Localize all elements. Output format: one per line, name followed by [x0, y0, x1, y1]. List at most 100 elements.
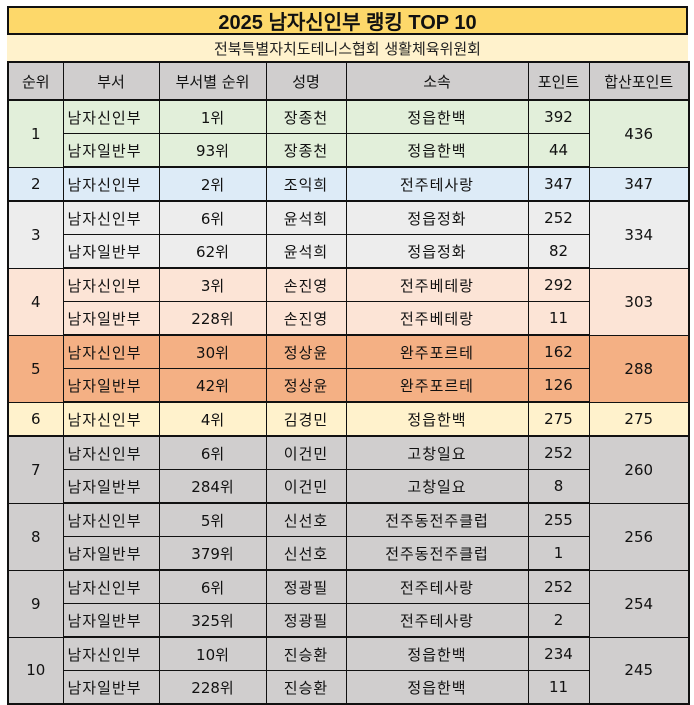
dept-rank-cell: 284위 — [158, 469, 267, 504]
affiliation-cell: 완주포르테 — [345, 368, 529, 403]
affiliation-cell: 완주포르테 — [345, 334, 529, 369]
rank-cell: 6 — [7, 401, 64, 437]
points-cell: 234 — [527, 636, 590, 671]
rank-cell: 9 — [7, 569, 64, 638]
points-cell: 11 — [527, 670, 590, 705]
affiliation-cell: 전주베테랑 — [345, 267, 529, 302]
affiliation-cell: 고창일요 — [345, 435, 529, 470]
table-row: 남자일반부 228위 진승환 정읍한백 11 — [8, 670, 689, 705]
affiliation-cell: 정읍한백 — [345, 401, 529, 437]
points-cell: 252 — [527, 569, 590, 604]
dept-rank-cell: 6위 — [158, 200, 267, 235]
dept-cell: 남자신인부 — [62, 569, 160, 604]
name-cell: 윤석희 — [265, 234, 347, 269]
total-points-cell: 245 — [588, 636, 690, 705]
affiliation-cell: 정읍한백 — [345, 133, 529, 168]
header-points: 포인트 — [527, 61, 590, 101]
affiliation-cell: 고창일요 — [345, 469, 529, 504]
points-cell: 252 — [527, 435, 590, 470]
affiliation-cell: 전주동전주클럽 — [345, 536, 529, 571]
name-cell: 정광필 — [265, 603, 347, 638]
name-cell: 진승환 — [265, 636, 347, 671]
dept-rank-cell: 228위 — [158, 301, 267, 336]
total-points-cell: 288 — [588, 334, 690, 403]
points-cell: 1 — [527, 536, 590, 571]
name-cell: 손진영 — [265, 301, 347, 336]
dept-cell: 남자신인부 — [62, 200, 160, 235]
dept-rank-cell: 3위 — [158, 267, 267, 302]
points-cell: 2 — [527, 603, 590, 638]
dept-rank-cell: 30위 — [158, 334, 267, 369]
rank-cell: 5 — [7, 334, 64, 403]
affiliation-cell: 전주테사랑 — [345, 166, 529, 202]
name-cell: 장종천 — [265, 99, 347, 134]
header-dept: 부서 — [62, 61, 160, 101]
rank-cell: 3 — [7, 200, 64, 269]
table-row: 1 남자신인부 1위 장종천 정읍한백 392 436 — [7, 99, 690, 168]
table-row: 남자일반부 325위 정광필 전주테사랑 2 — [8, 603, 689, 638]
name-cell: 신선호 — [265, 536, 347, 571]
dept-rank-cell: 5위 — [158, 502, 267, 537]
name-cell: 정광필 — [265, 569, 347, 604]
dept-rank-cell: 2위 — [158, 166, 267, 202]
dept-cell: 남자신인부 — [62, 267, 160, 302]
rank-cell: 10 — [7, 636, 64, 705]
dept-rank-cell: 228위 — [158, 670, 267, 705]
table-row: 남자일반부 284위 이건민 고창일요 8 — [8, 469, 689, 504]
rank-cell: 7 — [7, 435, 64, 504]
dept-cell: 남자일반부 — [62, 536, 160, 571]
dept-rank-cell: 379위 — [158, 536, 267, 571]
total-points-cell: 256 — [588, 502, 690, 571]
sheet-subtitle: 전북특별자치도테니스협회 생활체육위원회 — [7, 35, 688, 61]
affiliation-cell: 전주베테랑 — [345, 301, 529, 336]
table-row: 6 남자신인부 4위 김경민 정읍한백 275 275 — [7, 401, 690, 437]
points-cell: 292 — [527, 267, 590, 302]
points-cell: 275 — [527, 401, 590, 437]
total-points-cell: 275 — [588, 401, 690, 437]
name-cell: 윤석희 — [265, 200, 347, 235]
points-cell: 252 — [527, 200, 590, 235]
points-cell: 347 — [527, 166, 590, 202]
total-points-cell: 347 — [588, 166, 690, 202]
affiliation-cell: 정읍한백 — [345, 99, 529, 134]
table-row: 10 남자신인부 10위 진승환 정읍한백 234 245 — [7, 636, 690, 705]
name-cell: 손진영 — [265, 267, 347, 302]
dept-rank-cell: 6위 — [158, 435, 267, 470]
dept-cell: 남자신인부 — [62, 166, 160, 202]
table-row: 남자일반부 228위 손진영 전주베테랑 11 — [8, 301, 689, 336]
ranking-table: 순위 부서 부서별 순위 성명 소속 포인트 합산포인트 1 남자신인부 1위 장종천… — [7, 61, 690, 705]
name-cell: 이건민 — [265, 469, 347, 504]
dept-rank-cell: 62위 — [158, 234, 267, 269]
points-cell: 255 — [527, 502, 590, 537]
table-row: 3 남자신인부 6위 윤석희 정읍정화 252 334 — [7, 200, 690, 269]
name-cell: 조익희 — [265, 166, 347, 202]
points-cell: 82 — [527, 234, 590, 269]
header-rank: 순위 — [7, 61, 64, 101]
dept-cell: 남자신인부 — [62, 435, 160, 470]
points-cell: 162 — [527, 334, 590, 369]
affiliation-cell: 전주테사랑 — [345, 569, 529, 604]
dept-cell: 남자일반부 — [62, 133, 160, 168]
name-cell: 이건민 — [265, 435, 347, 470]
dept-cell: 남자일반부 — [62, 469, 160, 504]
dept-cell: 남자일반부 — [62, 234, 160, 269]
points-cell: 126 — [527, 368, 590, 403]
dept-cell: 남자신인부 — [62, 99, 160, 134]
header-dept-rank: 부서별 순위 — [158, 61, 267, 101]
name-cell: 정상윤 — [265, 334, 347, 369]
points-cell: 8 — [527, 469, 590, 504]
affiliation-cell: 전주동전주클럽 — [345, 502, 529, 537]
table-row: 5 남자신인부 30위 정상윤 완주포르테 162 288 — [7, 334, 690, 403]
affiliation-cell: 정읍정화 — [345, 200, 529, 235]
ranking-sheet: 2025 남자신인부 랭킹 TOP 10 전북특별자치도테니스협회 생활체육위원… — [7, 6, 690, 705]
dept-rank-cell: 6위 — [158, 569, 267, 604]
total-points-cell: 303 — [588, 267, 690, 336]
dept-cell: 남자일반부 — [62, 670, 160, 705]
dept-rank-cell: 1위 — [158, 99, 267, 134]
dept-cell: 남자신인부 — [62, 334, 160, 369]
table-row: 2 남자신인부 2위 조익희 전주테사랑 347 347 — [7, 166, 690, 202]
dept-cell: 남자일반부 — [62, 301, 160, 336]
dept-rank-cell: 42위 — [158, 368, 267, 403]
rank-cell: 2 — [7, 166, 64, 202]
table-row: 남자일반부 42위 정상윤 완주포르테 126 — [8, 368, 689, 403]
